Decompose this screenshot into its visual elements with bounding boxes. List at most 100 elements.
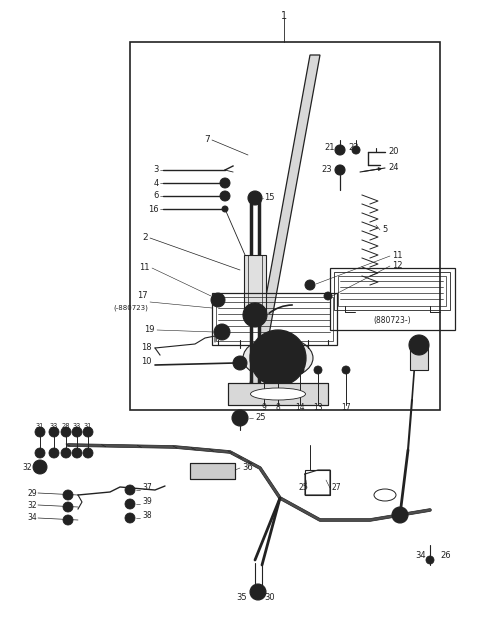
Circle shape — [49, 427, 59, 437]
Circle shape — [214, 324, 230, 340]
Text: 10: 10 — [142, 358, 152, 366]
Circle shape — [83, 427, 93, 437]
Text: 5: 5 — [382, 225, 387, 235]
Text: 33: 33 — [50, 423, 58, 429]
Circle shape — [125, 485, 135, 495]
Text: 18: 18 — [142, 343, 152, 353]
Circle shape — [63, 515, 73, 525]
Text: 33: 33 — [73, 423, 81, 429]
Bar — [216, 297, 333, 341]
Text: 21: 21 — [324, 144, 335, 152]
Text: 15: 15 — [264, 193, 275, 203]
Text: 20: 20 — [388, 147, 398, 157]
Circle shape — [218, 328, 226, 336]
Polygon shape — [248, 55, 320, 395]
Ellipse shape — [243, 337, 313, 379]
Circle shape — [258, 338, 298, 378]
Text: 2: 2 — [143, 233, 148, 243]
Circle shape — [392, 507, 408, 523]
Text: 26: 26 — [440, 550, 451, 560]
Circle shape — [314, 366, 322, 374]
Circle shape — [222, 206, 228, 212]
Circle shape — [35, 427, 45, 437]
Text: (880723-): (880723-) — [373, 316, 411, 324]
Circle shape — [260, 366, 268, 374]
Text: 17: 17 — [137, 291, 148, 301]
Text: 4: 4 — [154, 178, 159, 187]
Text: 1: 1 — [281, 11, 287, 21]
Text: 31: 31 — [36, 423, 44, 429]
Circle shape — [125, 513, 135, 523]
Circle shape — [233, 356, 247, 370]
Circle shape — [61, 448, 71, 458]
Circle shape — [72, 427, 82, 437]
Text: 3: 3 — [154, 165, 159, 175]
Bar — [334, 272, 450, 310]
Circle shape — [251, 194, 259, 202]
Text: 32: 32 — [27, 500, 37, 510]
Text: 37: 37 — [142, 484, 152, 492]
Circle shape — [296, 366, 304, 374]
Circle shape — [49, 448, 59, 458]
Circle shape — [232, 410, 248, 426]
Ellipse shape — [251, 388, 305, 400]
Text: 30: 30 — [264, 593, 275, 603]
Circle shape — [305, 280, 315, 290]
Text: 39: 39 — [142, 497, 152, 507]
Circle shape — [335, 165, 345, 175]
Text: 27: 27 — [332, 484, 342, 492]
Text: 32: 32 — [23, 462, 32, 472]
Text: 35: 35 — [236, 593, 247, 603]
Text: (-880723): (-880723) — [113, 305, 148, 311]
Bar — [410, 345, 428, 370]
Text: 9: 9 — [262, 404, 266, 412]
Circle shape — [409, 335, 429, 355]
Text: 17: 17 — [341, 404, 351, 412]
Circle shape — [243, 303, 267, 327]
Circle shape — [35, 448, 45, 458]
Text: 36: 36 — [242, 464, 253, 472]
Circle shape — [237, 360, 243, 366]
Text: 8: 8 — [276, 404, 280, 412]
Text: 6: 6 — [154, 192, 159, 200]
Text: 12: 12 — [392, 261, 403, 270]
Circle shape — [125, 499, 135, 509]
Text: 31: 31 — [84, 423, 92, 429]
Bar — [244, 255, 266, 315]
Circle shape — [396, 511, 404, 519]
Circle shape — [83, 448, 93, 458]
Bar — [330, 268, 455, 330]
Text: 28: 28 — [62, 423, 70, 429]
Bar — [228, 383, 328, 405]
Ellipse shape — [374, 489, 396, 501]
Text: 13: 13 — [313, 404, 323, 412]
Text: 38: 38 — [142, 512, 152, 520]
Text: 16: 16 — [148, 205, 159, 213]
Bar — [190, 463, 235, 479]
Bar — [228, 383, 328, 405]
Text: 7: 7 — [204, 135, 210, 145]
Text: 14: 14 — [295, 404, 305, 412]
Text: 29: 29 — [27, 489, 37, 497]
Text: 23: 23 — [322, 165, 332, 175]
Circle shape — [33, 460, 47, 474]
Bar — [190, 463, 235, 479]
Circle shape — [63, 490, 73, 500]
Circle shape — [274, 366, 282, 374]
Circle shape — [220, 178, 230, 188]
Bar — [305, 470, 330, 495]
Circle shape — [211, 293, 225, 307]
Text: 19: 19 — [144, 326, 155, 334]
Circle shape — [220, 191, 230, 201]
Text: 40: 40 — [275, 378, 285, 386]
Circle shape — [61, 427, 71, 437]
Circle shape — [250, 330, 306, 386]
Bar — [338, 276, 446, 306]
Circle shape — [270, 350, 286, 366]
Circle shape — [335, 145, 345, 155]
Text: 11: 11 — [392, 251, 403, 260]
Bar — [130, 42, 440, 410]
Text: 25: 25 — [299, 484, 308, 492]
Circle shape — [72, 448, 82, 458]
Text: 24: 24 — [388, 163, 398, 172]
